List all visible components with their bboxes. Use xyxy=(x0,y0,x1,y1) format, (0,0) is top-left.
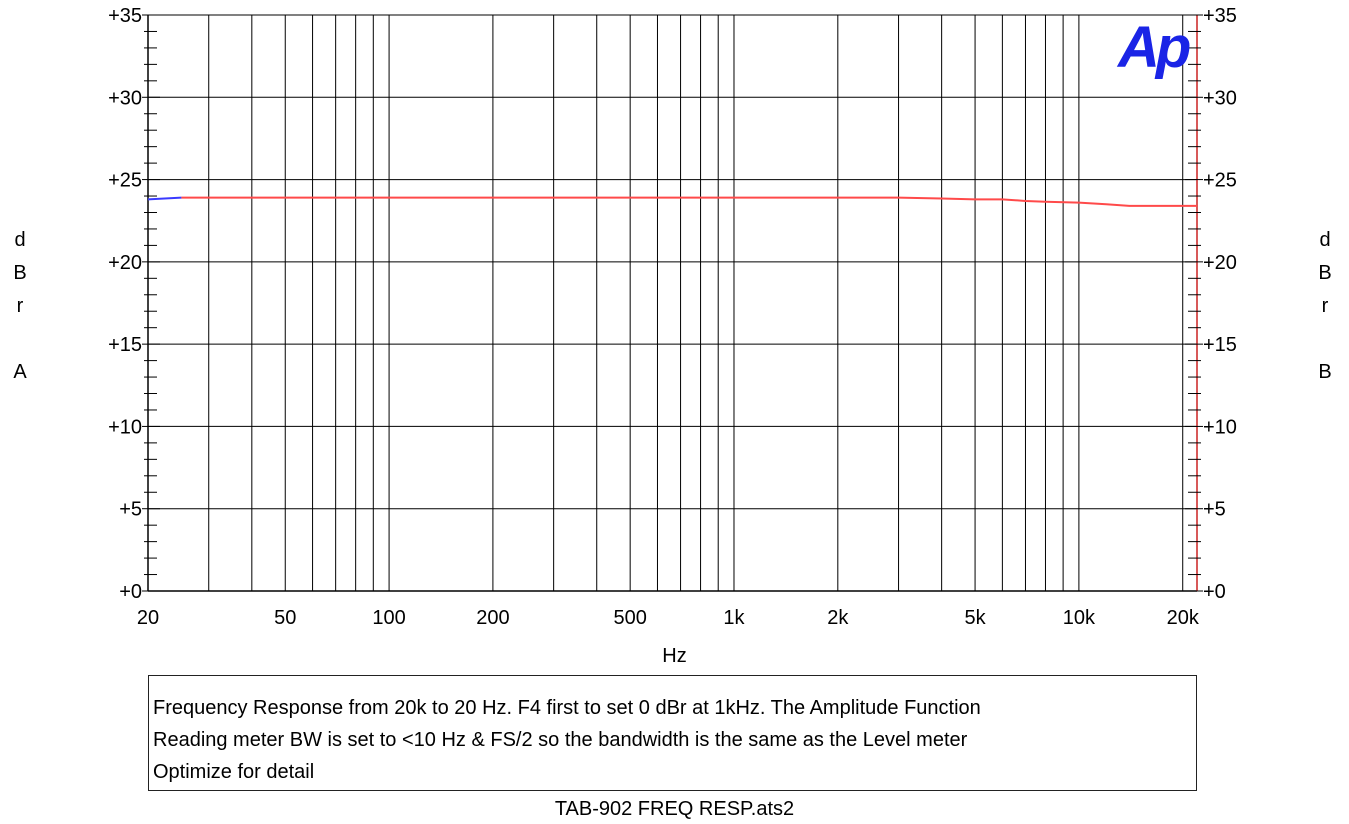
series-line-1 xyxy=(147,196,182,201)
notes-line: Optimize for detail xyxy=(153,761,315,783)
right-y-tick-label: +0 xyxy=(1203,581,1226,603)
left-y-tick-label: +15 xyxy=(108,334,142,356)
right-y-tick-label: +35 xyxy=(1203,5,1237,27)
left-y-tick-label: +30 xyxy=(108,87,142,109)
x-tick-label: 5k xyxy=(965,607,987,629)
x-tick-label: 1k xyxy=(723,607,745,629)
x-tick-label: 20 xyxy=(137,607,159,629)
x-axis-label: Hz xyxy=(662,645,687,667)
left-y-tick-label: +20 xyxy=(108,252,142,274)
x-tick-label: 2k xyxy=(827,607,849,629)
left-y-tick-label: +0 xyxy=(119,581,142,603)
right-y-tick-label: +25 xyxy=(1203,170,1237,192)
x-tick-label: 10k xyxy=(1063,607,1096,629)
right-y-tick-label: +5 xyxy=(1203,499,1226,521)
x-tick-label: 50 xyxy=(274,607,296,629)
x-tick-label: 20k xyxy=(1167,607,1200,629)
right-y-tick-label: +20 xyxy=(1203,252,1237,274)
notes-box: Frequency Response from 20k to 20 Hz. F4… xyxy=(148,675,1197,791)
frequency-response-chart: +0 +0 +5 +5 +10 +10 +15 +15 +20 +20 +25 +25 +30 +30 +3… xyxy=(108,5,1237,629)
left-y-tick-label: +5 xyxy=(119,499,142,521)
left-y-tick-label: +35 xyxy=(108,5,142,27)
left-y-tick-label: +10 xyxy=(108,416,142,438)
right-y-axis-label: d B r B xyxy=(1318,229,1332,383)
right-y-tick-label: +15 xyxy=(1203,334,1237,356)
x-tick-label: 500 xyxy=(613,607,646,629)
right-y-tick-label: +30 xyxy=(1203,87,1237,109)
file-name: TAB-902 FREQ RESP.ats2 xyxy=(554,798,795,820)
x-tick-label: 200 xyxy=(476,607,509,629)
left-y-axis-label: d B r A xyxy=(13,229,27,383)
axis-tick-labels: +0 +0 +5 +5 +10 +10 +15 +15 +20 +20 +25 +25 +30 +30 +3… xyxy=(108,5,1237,629)
ap-logo: Ap xyxy=(1118,15,1191,80)
notes-line: Frequency Response from 20k to 20 Hz. F4… xyxy=(153,697,981,719)
chart-series xyxy=(147,196,1197,207)
right-y-tick-label: +10 xyxy=(1203,416,1237,438)
x-tick-label: 100 xyxy=(372,607,405,629)
series-line-2 xyxy=(181,196,1197,207)
left-y-tick-label: +25 xyxy=(108,170,142,192)
chart-grid xyxy=(147,14,1198,592)
notes-line: Reading meter BW is set to <10 Hz & FS/2… xyxy=(153,729,968,751)
axis-minor-ticks xyxy=(142,14,1203,592)
